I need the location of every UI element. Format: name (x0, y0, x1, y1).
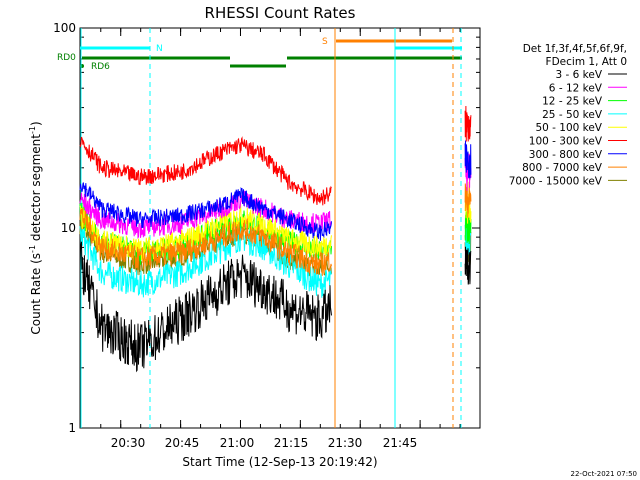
series-line-3-6kev (79, 241, 332, 373)
x-tick-label-2030: 20:30 (111, 436, 146, 450)
legend-label: 6 - 12 keV (549, 82, 603, 94)
legend-label: 7000 - 15000 keV (509, 175, 603, 187)
y-axis-label: Count Rate (s-1 detector segment-1) (28, 121, 43, 334)
x-tick-label-2145: 21:45 (383, 436, 418, 450)
series-line-300-800kev (79, 182, 332, 241)
legend-label: 800 - 7000 keV (522, 162, 603, 174)
legend-header-2: FDecim 1, Att 0 (546, 56, 627, 68)
legend-label: 300 - 800 keV (529, 149, 603, 161)
x-tick-label-2115: 21:15 (274, 436, 309, 450)
legend-label: 3 - 6 keV (555, 69, 602, 81)
legend: Det 1f,3f,4f,5f,6f,9f, FDecim 1, Att 0 3… (509, 43, 627, 187)
mode-markers: N S RD0 RD6 (57, 37, 462, 72)
series-tail-3-6kev (464, 246, 472, 285)
series-tail-100-300kev (464, 105, 472, 142)
legend-label: 12 - 25 keV (542, 96, 603, 108)
x-axis-label: Start Time (12-Sep-13 20:19:42) (182, 455, 377, 469)
legend-label: 100 - 300 keV (529, 136, 603, 148)
series-line-100-300kev (79, 136, 332, 206)
legend-label: 25 - 50 keV (542, 109, 603, 121)
saa-label: S (322, 37, 328, 47)
x-tick-label-2130: 21:30 (328, 436, 363, 450)
rd0-label: RD0 (57, 53, 76, 63)
rd6-label: RD6 (91, 62, 110, 72)
night-label: N (156, 44, 163, 54)
y-tick-label-1: 1 (68, 421, 76, 435)
series-tail-800-7000kev (464, 181, 472, 218)
series-group (79, 105, 472, 373)
x-tick-label-2045: 20:45 (165, 436, 200, 450)
legend-header-1: Det 1f,3f,4f,5f,6f,9f, (523, 43, 627, 55)
series-tail-300-800kev (464, 140, 472, 179)
series-line-800-7000kev (79, 208, 332, 276)
timestamp: 22-Oct-2021 07:50 (571, 470, 637, 478)
legend-label: 50 - 100 keV (535, 122, 602, 134)
y-tick-label-100: 100 (53, 21, 76, 35)
y-tick-label-10: 10 (61, 221, 76, 235)
x-tick-label-2100: 21:00 (220, 436, 255, 450)
series-line-25-50kev (79, 224, 332, 298)
chart-title: RHESSI Count Rates (205, 4, 356, 22)
